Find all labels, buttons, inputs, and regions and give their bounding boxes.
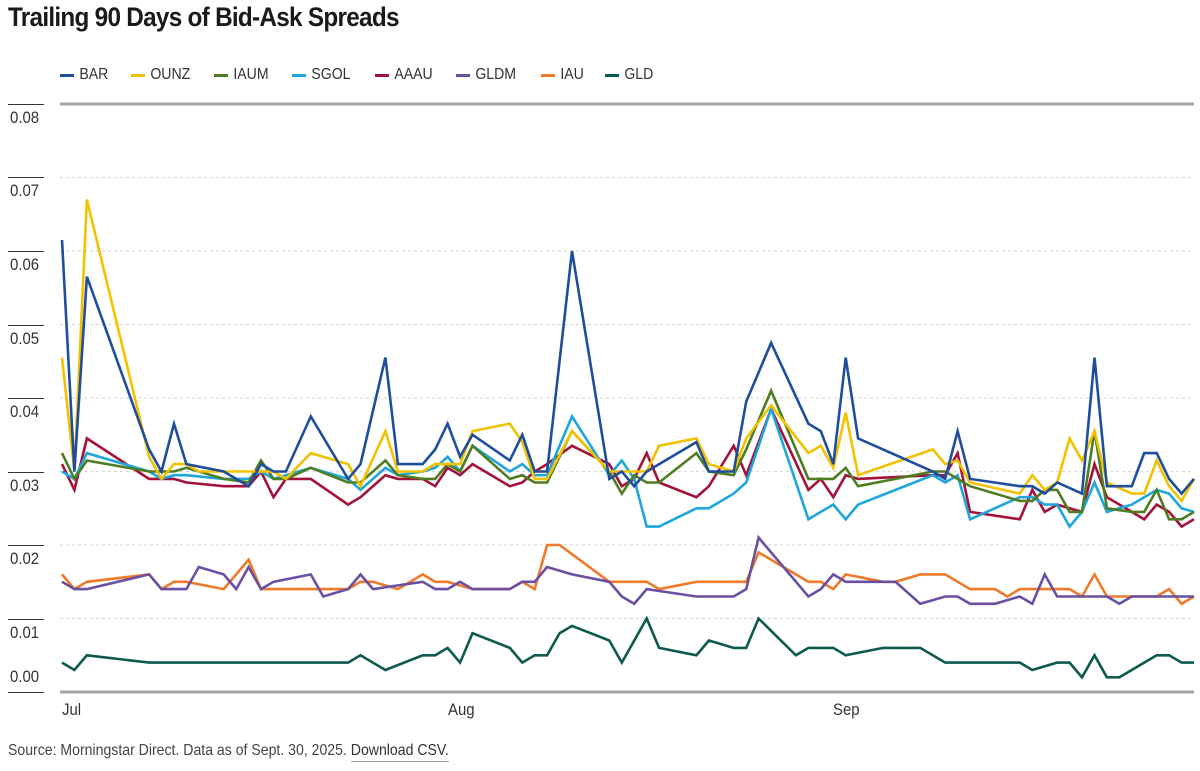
legend-item-bar[interactable]: BAR	[60, 66, 108, 84]
legend-label: SGOL	[311, 66, 351, 83]
y-tick-label: 0.02	[10, 549, 40, 568]
legend-label: OUNZ	[150, 66, 191, 83]
download-csv-link[interactable]: Download CSV.	[350, 742, 449, 762]
y-tick-mark	[8, 104, 44, 105]
legend-item-gldm[interactable]: GLDM	[456, 66, 516, 84]
y-tick-label: 0.05	[10, 329, 40, 348]
series-line-gld[interactable]	[61, 615, 1194, 680]
y-tick-label: 0.08	[10, 108, 40, 127]
legend-label: BAR	[79, 66, 109, 83]
y-tick-label: 0.04	[10, 402, 40, 421]
legend-swatch	[374, 73, 389, 77]
legend-swatch	[540, 73, 555, 77]
legend-label: GLD	[624, 66, 654, 83]
series-line-bar[interactable]	[60, 239, 1195, 496]
legend-label: IAUM	[233, 66, 269, 83]
series-line-gldm[interactable]	[61, 534, 1194, 606]
legend-swatch	[605, 73, 620, 77]
footer: Source: Morningstar Direct. Data as of S…	[8, 742, 449, 762]
y-tick-label: 0.07	[10, 181, 40, 200]
legend-label: AAAU	[394, 66, 433, 83]
series-line-iaum[interactable]	[60, 387, 1195, 521]
legend-swatch	[130, 73, 145, 77]
source-note: Source: Morningstar Direct. Data as of S…	[8, 742, 347, 759]
x-tick-label: Sep	[833, 700, 860, 719]
x-tick-label: Aug	[448, 700, 475, 719]
legend-item-aaau[interactable]: AAAU	[374, 66, 433, 84]
legend: BAR OUNZ IAUM SGOL AAAU GLDM IAU GLD	[60, 66, 676, 84]
y-tick-mark	[8, 251, 44, 252]
legend-item-iaum[interactable]: IAUM	[214, 66, 269, 84]
y-tick-mark	[8, 619, 44, 620]
legend-swatch	[60, 73, 75, 77]
y-tick-mark	[8, 692, 44, 693]
y-tick-label: 0.03	[10, 476, 40, 495]
y-tick-mark	[8, 545, 44, 546]
legend-item-gld[interactable]: GLD	[605, 66, 654, 84]
legend-item-sgol[interactable]: SGOL	[292, 66, 351, 84]
y-tick-mark	[8, 472, 44, 473]
legend-swatch	[292, 73, 307, 77]
legend-label: IAU	[559, 66, 584, 83]
series-line-aaau[interactable]	[60, 405, 1195, 529]
x-tick-label: Jul	[62, 700, 82, 719]
y-tick-label: 0.00	[10, 667, 40, 686]
gridlines	[60, 176, 1194, 620]
legend-label: GLDM	[475, 66, 517, 83]
y-tick-label: 0.06	[10, 255, 40, 274]
series-line-ounz[interactable]	[60, 199, 1196, 504]
legend-item-ounz[interactable]: OUNZ	[130, 66, 191, 84]
legend-swatch	[456, 73, 471, 77]
legend-item-iau[interactable]: IAU	[540, 66, 584, 84]
chart-title: Trailing 90 Days of Bid-Ask Spreads	[8, 2, 399, 32]
y-tick-mark	[8, 398, 44, 399]
series-lines	[60, 199, 1196, 680]
y-tick-mark	[8, 177, 44, 178]
y-tick-label: 0.01	[10, 623, 40, 642]
series-line-iau[interactable]	[61, 543, 1195, 606]
legend-swatch	[214, 73, 229, 77]
y-tick-mark	[8, 325, 44, 326]
